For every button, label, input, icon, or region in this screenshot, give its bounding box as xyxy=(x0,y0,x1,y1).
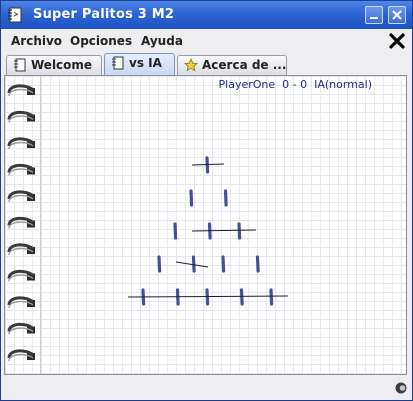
stick[interactable] xyxy=(157,255,162,273)
close-icon xyxy=(392,10,402,20)
star-icon xyxy=(184,58,198,72)
spiral-ring xyxy=(7,322,35,335)
notebook-icon xyxy=(14,58,26,72)
close-window-button[interactable] xyxy=(388,6,406,24)
spiral-ring xyxy=(7,269,35,282)
menu-opciones[interactable]: Opciones xyxy=(70,34,133,48)
spiral-ring xyxy=(7,243,35,256)
stick[interactable] xyxy=(239,288,244,306)
spiral-ring xyxy=(7,110,35,123)
notebook-app-icon xyxy=(8,7,22,23)
strike-line xyxy=(175,261,209,268)
status-bar xyxy=(1,375,412,400)
spiral-ring xyxy=(7,216,35,229)
tab-acerca-de[interactable]: Acerca de ... xyxy=(177,55,287,75)
notebook-icon xyxy=(112,56,124,70)
window-title: Super Palitos 3 M2 xyxy=(33,7,175,22)
spiral-ring xyxy=(7,137,35,150)
stick[interactable] xyxy=(191,255,196,273)
menu-bar: Archivo Opciones Ayuda xyxy=(1,29,412,53)
game-board[interactable]: PlayerOne 0 - 0 IA(normal) xyxy=(4,75,407,375)
notebook-margin-line xyxy=(40,76,41,374)
tab-label: vs IA xyxy=(129,56,162,70)
strike-line xyxy=(127,295,289,298)
stick[interactable] xyxy=(269,288,274,306)
stick[interactable] xyxy=(221,255,226,273)
stick[interactable] xyxy=(223,189,228,207)
spiral-ring xyxy=(7,84,35,97)
spiral-ring xyxy=(7,190,35,203)
sound-toggle-icon[interactable] xyxy=(394,382,408,394)
menu-ayuda[interactable]: Ayuda xyxy=(141,34,183,48)
notebook-spiral xyxy=(7,84,35,362)
tab-label: Welcome xyxy=(31,58,93,72)
score-label: PlayerOne 0 - 0 IA(normal) xyxy=(218,78,372,91)
title-bar[interactable]: Super Palitos 3 M2 xyxy=(1,1,412,29)
minimize-icon xyxy=(370,17,378,19)
stick[interactable] xyxy=(237,222,242,240)
tab-label: Acerca de ... xyxy=(202,58,287,72)
spiral-ring xyxy=(7,349,35,362)
stick[interactable] xyxy=(173,222,178,240)
spiral-ring xyxy=(7,163,35,176)
strike-line xyxy=(191,163,225,166)
sticks-board[interactable] xyxy=(5,76,407,375)
close-tab-icon[interactable] xyxy=(388,32,406,50)
menu-archivo[interactable]: Archivo xyxy=(11,34,63,48)
stick[interactable] xyxy=(189,189,194,207)
tab-strip: Welcome vs IA Acerca de ... xyxy=(1,53,412,75)
strike-line xyxy=(191,229,257,232)
tab-vs-ia[interactable]: vs IA xyxy=(104,53,175,75)
spiral-ring xyxy=(7,296,35,309)
tab-welcome[interactable]: Welcome xyxy=(6,55,102,75)
minimize-button[interactable] xyxy=(365,6,383,24)
stick[interactable] xyxy=(255,255,260,273)
